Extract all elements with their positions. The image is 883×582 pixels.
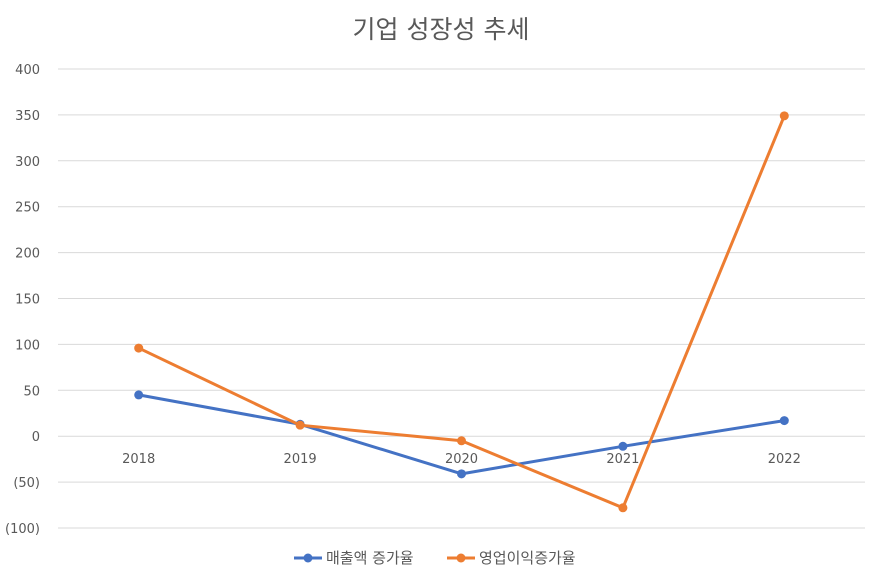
y-tick-label: 50 xyxy=(23,384,40,399)
y-tick-label: 400 xyxy=(15,63,40,78)
x-tick-label: 2022 xyxy=(768,452,801,467)
data-point xyxy=(779,111,789,121)
legend-label: 매출액 증가율 xyxy=(326,549,414,567)
y-tick-label: 0 xyxy=(32,430,40,445)
y-tick-label: 350 xyxy=(15,109,40,124)
data-point xyxy=(295,420,305,430)
y-tick-label: (50) xyxy=(13,476,40,491)
x-tick-label: 2019 xyxy=(284,452,317,467)
legend-swatch-marker xyxy=(303,553,313,563)
chart-title: 기업 성장성 추세 xyxy=(353,15,530,44)
data-point xyxy=(134,343,144,353)
y-tick-label: (100) xyxy=(5,522,40,537)
data-point xyxy=(457,436,466,446)
y-tick-label: 250 xyxy=(15,201,40,216)
series-line xyxy=(138,115,786,510)
series-2 xyxy=(134,111,789,513)
data-point xyxy=(457,469,466,479)
x-tick-label: 2021 xyxy=(606,452,639,467)
legend-swatch-marker xyxy=(456,553,466,563)
data-point xyxy=(618,441,628,451)
legend-item[interactable]: 영업이익증가율 xyxy=(447,549,576,567)
data-point xyxy=(779,416,789,426)
gridlines xyxy=(58,68,865,529)
y-axis-ticks: 400 350 300 250 200 150 100 50 0 (50) (100) xyxy=(5,63,40,537)
legend-label: 영업이익증가율 xyxy=(479,549,576,567)
x-tick-label: 2018 xyxy=(122,452,155,467)
series-lines xyxy=(134,111,789,513)
y-tick-label: 200 xyxy=(15,247,40,262)
x-axis-ticks: 2018 2019 2020 2021 2022 xyxy=(122,452,801,467)
legend[interactable]: 매출액 증가율 영업이익증가율 xyxy=(294,549,576,567)
y-tick-label: 100 xyxy=(15,338,40,353)
data-point xyxy=(618,503,628,513)
legend-item[interactable]: 매출액 증가율 xyxy=(294,549,414,567)
data-point xyxy=(134,390,144,400)
y-tick-label: 150 xyxy=(15,293,40,308)
x-tick-label: 2020 xyxy=(445,452,478,467)
y-tick-label: 300 xyxy=(15,155,40,170)
